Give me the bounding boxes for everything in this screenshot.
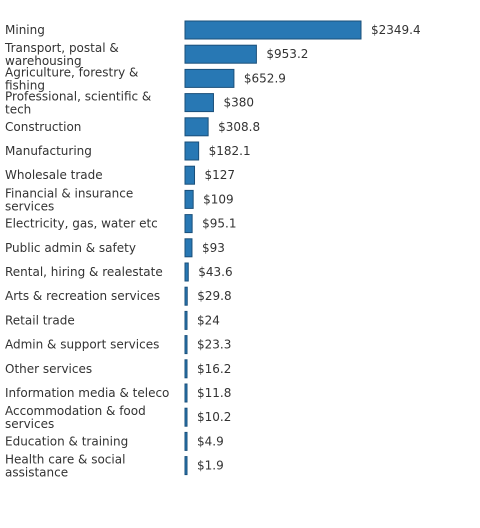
category-label-line: services [5,417,54,431]
category-label-professional-scientific-and-tech: Professional, scientific & tech [5,90,151,117]
bar-retail-trade [184,310,188,330]
category-label-line: Admin & support services [5,338,159,352]
value-label-information-media-and-teleco: $11.8 [197,386,231,400]
category-label-agriculture-forestry-and-fishing: Agriculture, forestry & fishing [5,65,138,92]
category-label-health-care-and-social-assistance: Health care & social assistance [5,453,125,480]
value-label-mining: $2349.4 [371,23,421,37]
category-label-admin-and-support-services: Admin & support services [5,338,159,352]
category-label-line: Accommodation & food [5,404,146,418]
value-label-transport-postal-and-warehousing: $953.2 [266,47,308,61]
bar-education-and-training [184,431,188,451]
value-label-agriculture-forestry-and-fishing: $652.9 [244,71,286,85]
bar-manufacturing [184,141,200,161]
category-label-transport-postal-and-warehousing: Transport, postal & warehousing [4,41,119,68]
category-label-line: Public admin & safety [5,241,136,255]
category-label-rental-hiring-and-realestate: Rental, hiring & realestate [5,265,163,279]
category-label-line: services [5,199,54,213]
category-label-line: Agriculture, forestry & [5,65,138,79]
category-label-line: Information media & teleco [5,386,169,400]
bar-health-care-and-social-assistance [184,456,188,476]
value-label-manufacturing: $182.1 [209,144,251,158]
value-label-financial-and-insurance-services: $109 [203,192,234,206]
category-label-mining: Mining [5,23,45,37]
bar-public-admin-and-safety [184,238,193,258]
category-label-line: Wholesale trade [5,168,103,182]
category-label-line: Professional, scientific & [5,90,151,104]
category-label-line: Manufacturing [5,144,92,158]
category-label-line: tech [5,103,31,117]
category-label-accommodation-and-food-services: Accommodation & food services [5,404,146,431]
value-label-accommodation-and-food-services: $10.2 [197,410,231,424]
category-label-information-media-and-teleco: Information media & teleco [5,386,169,400]
bar-admin-and-support-services [184,335,188,355]
category-label-line: fishing [5,78,45,92]
bar-other-services [184,359,188,379]
category-label-electricity-gas-water-etc: Electricity, gas, water etc [5,217,158,231]
value-label-public-admin-and-safety: $93 [202,241,225,255]
bar-accommodation-and-food-services [184,407,188,427]
category-label-line: assistance [5,466,68,480]
category-label-line: Mining [5,23,45,37]
bar-electricity-gas-water-etc [184,214,193,234]
category-label-line: Financial & insurance [5,186,133,200]
value-label-health-care-and-social-assistance: $1.9 [197,459,224,473]
category-label-line: Retail trade [5,313,75,327]
category-label-line: warehousing [5,54,82,68]
value-label-construction: $308.8 [218,120,260,134]
value-label-electricity-gas-water-etc: $95.1 [202,217,236,231]
value-label-professional-scientific-and-tech: $380 [223,96,254,110]
bar-wholesale-trade [184,165,196,185]
bar-arts-and-recreation-services [184,286,188,306]
category-label-other-services: Other services [5,362,92,376]
category-label-manufacturing: Manufacturing [5,144,92,158]
category-label-line: Education & training [5,434,128,448]
value-label-admin-and-support-services: $23.3 [197,338,231,352]
bar-agriculture-forestry-and-fishing [184,68,235,88]
value-label-rental-hiring-and-realestate: $43.6 [198,265,232,279]
bar-financial-and-insurance-services [184,189,194,209]
category-labels: Mining Transport, postal & warehousingAgri… [4,23,169,480]
category-label-line: Transport, postal & [4,41,119,55]
bar-mining [184,20,362,40]
category-label-retail-trade: Retail trade [5,313,75,327]
bar-rental-hiring-and-realestate [184,262,189,282]
category-label-line: Arts & recreation services [5,289,160,303]
category-label-line: Electricity, gas, water etc [5,217,158,231]
category-label-public-admin-and-safety: Public admin & safety [5,241,136,255]
value-label-arts-and-recreation-services: $29.8 [197,289,231,303]
value-labels: $2349.4 $953.2 $652.9 $380 $308.8 $182.1 $127 $… [197,23,421,473]
category-label-education-and-training: Education & training [5,434,128,448]
bars-layer [184,20,362,476]
value-label-wholesale-trade: $127 [205,168,236,182]
category-label-line: Rental, hiring & realestate [5,265,163,279]
bar-construction [184,117,209,137]
value-label-education-and-training: $4.9 [197,434,224,448]
bar-professional-scientific-and-tech [184,93,214,113]
category-label-line: Health care & social [5,453,125,467]
category-label-line: Construction [5,120,81,134]
category-label-construction: Construction [5,120,81,134]
category-label-wholesale-trade: Wholesale trade [5,168,103,182]
category-label-arts-and-recreation-services: Arts & recreation services [5,289,160,303]
value-label-retail-trade: $24 [197,313,220,327]
category-label-line: Other services [5,362,92,376]
bar-transport-postal-and-warehousing [184,44,257,64]
value-label-other-services: $16.2 [197,362,231,376]
category-label-financial-and-insurance-services: Financial & insurance services [5,186,133,213]
bar-information-media-and-teleco [184,383,188,403]
